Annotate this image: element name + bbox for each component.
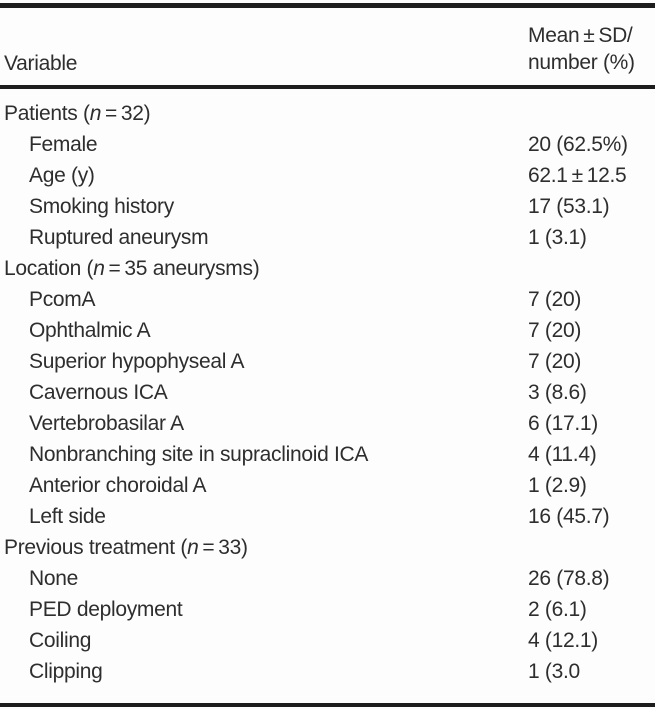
table-row: Anterior choroidal A 1 (2.9) xyxy=(0,470,655,501)
row-label: Superior hypophyseal A xyxy=(29,350,245,373)
row-label: Coiling xyxy=(29,629,92,652)
row-label: Anterior choroidal A xyxy=(29,474,207,497)
row-label-part: Previous treatment ( xyxy=(4,536,188,559)
table-row: Clipping 1 (3.0 xyxy=(0,656,655,687)
row-value: 2 (6.1) xyxy=(528,598,587,621)
row-label: Nonbranching site in supraclinoid ICA xyxy=(29,443,369,466)
row-label: Age (y) xyxy=(29,164,95,187)
table-row: Female 20 (62.5%) xyxy=(0,129,655,160)
header-variable: Variable xyxy=(4,52,78,75)
row-label: Clipping xyxy=(29,660,103,683)
table-row: PED deployment 2 (6.1) xyxy=(0,594,655,625)
table-row: None 26 (78.8) xyxy=(0,563,655,594)
section-row-label: Location (n = 35 aneurysms) xyxy=(0,253,528,284)
header-mean-sd-line1: Mean ± SD/ xyxy=(528,24,633,47)
row-label-part: Location ( xyxy=(4,257,94,280)
row-label: Smoking history xyxy=(29,195,174,218)
row-label: PcomA xyxy=(29,288,96,311)
patient-characteristics-table: Variable Mean ± SD/ number (%) Patients … xyxy=(0,3,655,707)
row-value: 1 (3.0 xyxy=(528,660,580,683)
table-row: Superior hypophyseal A 7 (20) xyxy=(0,346,655,377)
row-value: 26 (78.8) xyxy=(528,567,610,590)
row-label: Vertebrobasilar A xyxy=(29,412,184,435)
row-value: 7 (20) xyxy=(528,350,582,373)
row-label: Left side xyxy=(29,505,106,528)
table-row: PcomA 7 (20) xyxy=(0,284,655,315)
row-value: 3 (8.6) xyxy=(528,381,587,404)
table-row: Patients (n = 32) xyxy=(0,98,655,129)
section-row-label: Patients (n = 32) xyxy=(0,98,528,129)
table-row: Cavernous ICA 3 (8.6) xyxy=(0,377,655,408)
table-row: Previous treatment (n = 33) xyxy=(0,532,655,563)
row-value: 1 (2.9) xyxy=(528,474,587,497)
row-value: 6 (17.1) xyxy=(528,412,598,435)
row-value: 20 (62.5%) xyxy=(528,133,628,156)
row-label: None xyxy=(29,567,79,590)
table-row: Age (y) 62.1 ± 12.5 xyxy=(0,160,655,191)
table-row: Left side 16 (45.7) xyxy=(0,501,655,532)
row-value: 62.1 ± 12.5 xyxy=(528,164,627,187)
table-row: Ruptured aneurysm 1 (3.1) xyxy=(0,222,655,253)
row-label-part: = 33) xyxy=(198,536,248,559)
row-label-n-italic: n xyxy=(187,536,199,559)
row-value: 4 (12.1) xyxy=(528,629,598,652)
row-value: 4 (11.4) xyxy=(528,443,597,466)
row-label-n-italic: n xyxy=(89,102,102,125)
row-label-part: = 32) xyxy=(101,102,151,125)
table-row: Nonbranching site in supraclinoid ICA 4 (… xyxy=(0,439,655,470)
section-row-label: Previous treatment (n = 33) xyxy=(0,532,528,563)
table-row: Vertebrobasilar A 6 (17.1) xyxy=(0,408,655,439)
row-label-part: = 35 aneurysms) xyxy=(104,257,260,280)
row-label: Cavernous ICA xyxy=(29,381,168,404)
header-mean-sd-number: Mean ± SD/ number (%) xyxy=(528,22,655,76)
table-row: Location (n = 35 aneurysms) xyxy=(0,253,655,284)
row-label-part: Patients ( xyxy=(4,102,90,125)
row-value: 1 (3.1) xyxy=(528,226,587,249)
table-header: Variable Mean ± SD/ number (%) xyxy=(0,8,655,89)
row-label: PED deployment xyxy=(29,598,183,621)
row-value: 7 (20) xyxy=(528,288,582,311)
row-label: Ruptured aneurysm xyxy=(29,226,209,249)
table-row: Coiling 4 (12.1) xyxy=(0,625,655,656)
row-label: Female xyxy=(29,133,98,156)
header-mean-sd-line2: number (%) xyxy=(528,51,635,74)
row-value: 16 (45.7) xyxy=(528,505,610,528)
row-value: 17 (53.1) xyxy=(528,195,610,218)
row-label: Ophthalmic A xyxy=(29,319,151,342)
row-label-n-italic: n xyxy=(93,257,105,280)
table-row: Smoking history 17 (53.1) xyxy=(0,191,655,222)
table-body: Patients (n = 32) Female 20 (62.5%) Age (y)… xyxy=(0,89,655,703)
row-value: 7 (20) xyxy=(528,319,582,342)
table-row: Ophthalmic A 7 (20) xyxy=(0,315,655,346)
